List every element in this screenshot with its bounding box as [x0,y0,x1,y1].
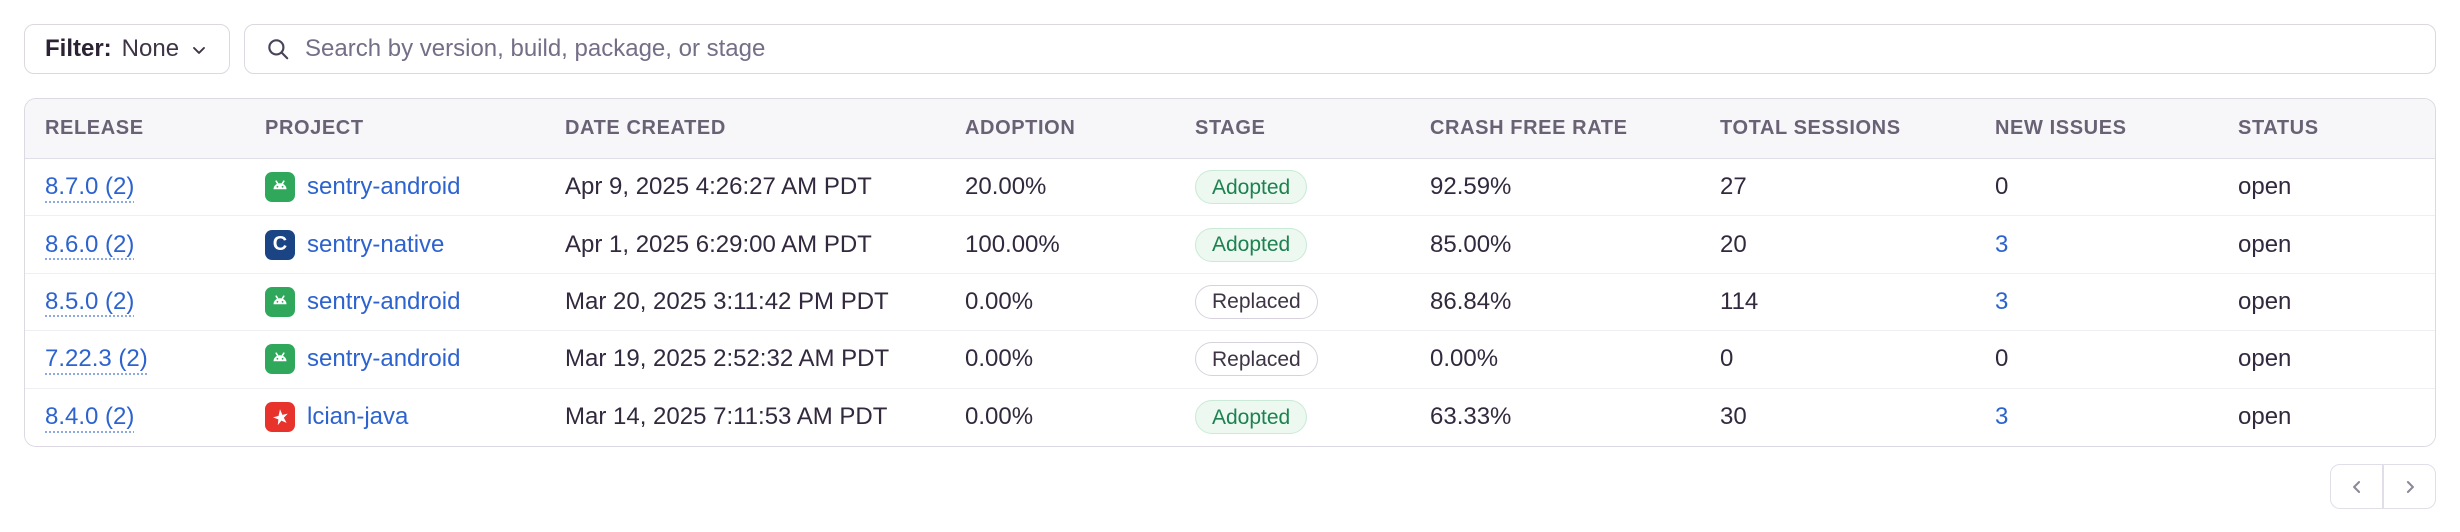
column-header: PROJECT [265,117,364,139]
column-header: DATE CREATED [565,117,726,139]
adoption-value: 20.00% [965,173,1047,201]
project-link[interactable]: sentry-native [307,230,445,258]
adoption-value: 0.00% [965,287,1034,315]
status-value: open [2238,230,2292,258]
total-sessions-value: 30 [1720,403,1747,431]
table-header-row: RELEASE PROJECT DATE CREATED ADOPTION STAGE C… [25,99,2435,159]
android-icon [265,172,295,203]
total-sessions-value: 20 [1720,230,1747,258]
column-header: NEW ISSUES [1995,117,2127,139]
release-link[interactable]: 8.5.0 (2) [45,287,135,315]
status-value: open [2238,403,2292,431]
table-row: 8.5.0 (2) sentry-android Mar 20, 2025 3:… [25,273,2435,332]
project-link[interactable]: sentry-android [307,173,461,201]
adoption-value: 100.00% [965,230,1060,258]
date-created-value: Mar 20, 2025 3:11:42 PM PDT [565,287,889,315]
next-page-button[interactable] [2383,464,2436,509]
table-body: 8.7.0 (2) sentry-android Apr 9, 2025 4:2… [25,159,2435,446]
status-value: open [2238,345,2292,373]
filter-dropdown-button[interactable]: Filter: None [24,24,231,74]
total-sessions-value: 114 [1720,287,1759,315]
pagination [2330,464,2436,509]
filter-label: Filter: [45,35,112,62]
toolbar: Filter: None [24,24,2436,74]
column-header: STAGE [1195,117,1266,139]
date-created-value: Mar 14, 2025 7:11:53 AM PDT [565,403,888,431]
android-icon [265,344,295,375]
column-header: TOTAL SESSIONS [1720,117,1901,139]
project-link[interactable]: sentry-android [307,345,461,373]
column-header: RELEASE [45,117,144,139]
adoption-value: 0.00% [965,345,1034,373]
crash-free-rate-value: 86.84% [1430,287,1512,315]
chevron-left-icon [2352,480,2360,493]
column-header: ADOPTION [965,117,1076,139]
total-sessions-value: 0 [1720,345,1734,373]
stage-badge: Adopted [1195,170,1308,205]
crash-free-rate-value: 85.00% [1430,230,1512,258]
c-icon: C [265,229,295,260]
new-issues-link[interactable]: 3 [1995,287,2009,315]
search-icon [268,39,289,60]
new-issues-value: 0 [1995,345,2009,373]
search-input[interactable] [305,35,2415,63]
status-value: open [2238,287,2292,315]
filter-value: None [121,35,180,62]
table-row: 7.22.3 (2) sentry-android Mar 19, 2025 2… [25,331,2435,389]
date-created-value: Apr 1, 2025 6:29:00 AM PDT [565,230,872,258]
stage-badge: Replaced [1195,284,1318,319]
new-issues-value: 0 [1995,173,2009,201]
new-issues-link[interactable]: 3 [1995,230,2009,258]
project-link[interactable]: sentry-android [307,287,461,315]
stage-badge: Adopted [1195,400,1308,435]
search-bar [244,24,2436,74]
project-link[interactable]: lcian-java [307,403,409,431]
new-issues-link[interactable]: 3 [1995,403,2009,431]
table-row: 8.4.0 (2) lcian-java Mar 14, 2025 7:11:5… [25,388,2435,446]
stage-badge: Adopted [1195,227,1308,262]
release-link[interactable]: 8.4.0 (2) [45,403,135,431]
date-created-value: Apr 9, 2025 4:26:27 AM PDT [565,173,872,201]
releases-table: RELEASE PROJECT DATE CREATED ADOPTION STAGE C… [24,98,2436,447]
crash-free-rate-value: 0.00% [1430,345,1499,373]
crash-free-rate-value: 63.33% [1430,403,1512,431]
date-created-value: Mar 19, 2025 2:52:32 AM PDT [565,345,890,373]
column-header: CRASH FREE RATE [1430,117,1628,139]
release-link[interactable]: 8.6.0 (2) [45,230,135,258]
adoption-value: 0.00% [965,403,1034,431]
status-value: open [2238,173,2292,201]
crash-free-rate-value: 92.59% [1430,173,1512,201]
chevron-right-icon [2406,480,2414,493]
release-link[interactable]: 8.7.0 (2) [45,173,135,201]
total-sessions-value: 27 [1720,173,1747,201]
java-icon [265,402,295,433]
stage-badge: Replaced [1195,342,1318,377]
table-row: 8.6.0 (2) C sentry-native Apr 1, 2025 6:… [25,216,2435,274]
table-row: 8.7.0 (2) sentry-android Apr 9, 2025 4:2… [25,159,2435,217]
release-link[interactable]: 7.22.3 (2) [45,345,148,373]
android-icon [265,286,295,317]
column-header: STATUS [2238,117,2319,139]
chevron-down-icon [193,47,205,54]
previous-page-button[interactable] [2330,464,2383,509]
